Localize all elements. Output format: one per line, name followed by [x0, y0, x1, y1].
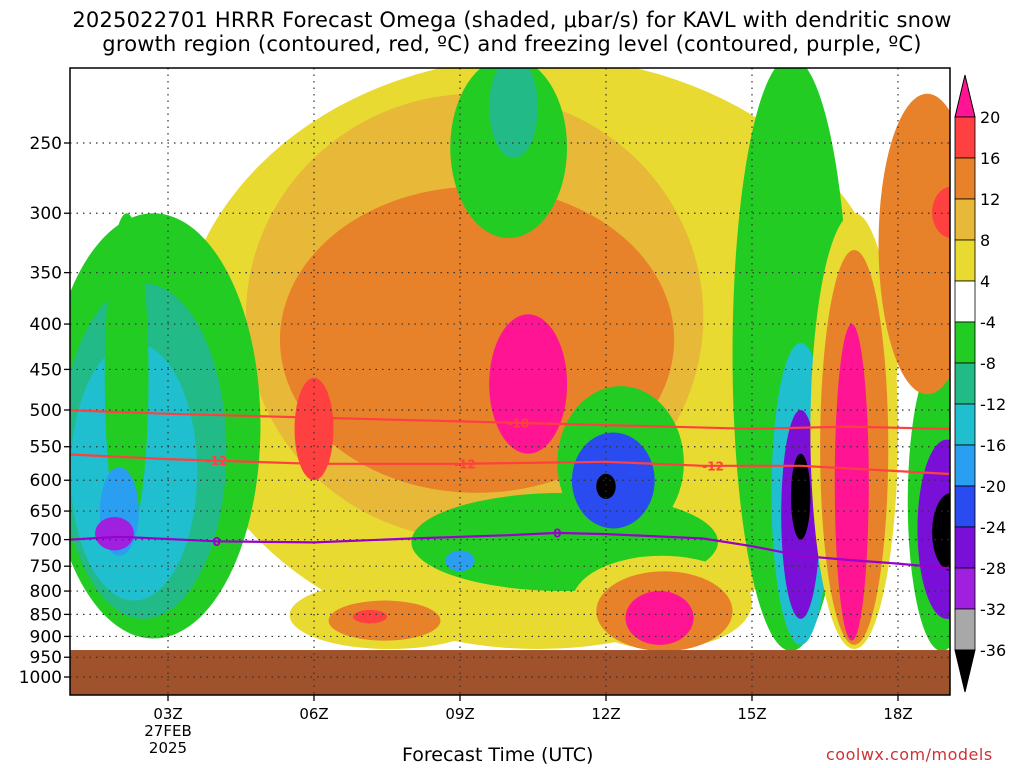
contour-line — [70, 409, 950, 431]
colorbar-label: 16 — [980, 149, 1000, 168]
colorbar-cap-top — [954, 74, 976, 118]
colorbar-label: -36 — [980, 641, 1006, 660]
y-tick-label: 300 — [30, 204, 62, 224]
contour-label: -18 — [508, 416, 530, 430]
y-tick-label: 500 — [30, 401, 62, 421]
contour-label: -12 — [206, 454, 228, 468]
y-tick-label: 800 — [30, 582, 62, 602]
ground-band — [70, 650, 950, 695]
colorbar-label: -24 — [980, 518, 1006, 537]
colorbar-label: -8 — [980, 354, 996, 373]
colorbar-band — [954, 362, 976, 405]
contour-lines: -18 -12 -12 -12 0 0 — [70, 409, 950, 570]
colorbar-band — [954, 444, 976, 487]
colorbar-band — [954, 280, 976, 323]
title-line-2: growth region (contoured, red, ºC) and f… — [102, 32, 922, 56]
colorbar-band — [954, 157, 976, 200]
omega-region — [489, 314, 568, 454]
colorbar-band — [954, 485, 976, 528]
colorbar-band — [954, 198, 976, 241]
colorbar-band — [954, 567, 976, 610]
omega-field — [70, 68, 950, 695]
omega-region — [932, 186, 950, 239]
colorbar-label: 20 — [980, 108, 1000, 127]
omega-region — [834, 324, 869, 641]
omega-region — [328, 600, 441, 641]
y-tick-label: 350 — [30, 264, 62, 284]
omega-region — [294, 377, 334, 481]
colorbar-band — [954, 608, 976, 651]
colorbar-band — [954, 239, 976, 282]
omega-region — [352, 609, 387, 624]
plot-frame — [69, 67, 951, 696]
x-tick-label: 03Z — [153, 705, 182, 723]
contour-line — [70, 453, 950, 476]
y-tick-label: 600 — [30, 471, 62, 491]
x-tick-label: 18Z — [883, 705, 912, 723]
y-tick-label: 400 — [30, 315, 62, 335]
contour-label: -12 — [702, 459, 724, 473]
colorbar-band — [954, 526, 976, 569]
x-tick-label: 12Z — [591, 705, 620, 723]
y-tick-label: 850 — [30, 605, 62, 625]
colorbar-band — [954, 116, 976, 159]
colorbar-label: 12 — [980, 190, 1000, 209]
x-date-label: 27FEB — [144, 722, 191, 740]
x-tick-label: 06Z — [299, 705, 328, 723]
contour-label: 0 — [212, 535, 220, 549]
omega-region — [95, 516, 134, 551]
y-tick-label: 950 — [30, 648, 62, 668]
contour-label: 0 — [553, 526, 561, 540]
contour-line — [70, 531, 950, 570]
omega-region — [625, 591, 694, 645]
colorbar-label: -12 — [980, 395, 1006, 414]
gridlines — [70, 68, 950, 695]
colorbar-label: -4 — [980, 313, 996, 332]
colorbar-label: 4 — [980, 272, 990, 291]
title-line-1: 2025022701 HRRR Forecast Omega (shaded, … — [72, 8, 952, 32]
y-axis: 2503003504004505005506006507007508008509… — [19, 134, 70, 688]
omega-region — [932, 492, 950, 572]
y-tick-label: 550 — [30, 438, 62, 458]
colorbar-label: -28 — [980, 559, 1006, 578]
y-tick-label: 750 — [30, 557, 62, 577]
colorbar-label: -16 — [980, 436, 1006, 455]
colorbar-label: 8 — [980, 231, 990, 250]
y-tick-label: 450 — [30, 360, 62, 380]
contour-label: -12 — [454, 457, 476, 471]
colorbar-label: -32 — [980, 600, 1006, 619]
x-tick-label: 15Z — [737, 705, 766, 723]
colorbar-label: -20 — [980, 477, 1006, 496]
x-axis-label: Forecast Time (UTC) — [402, 744, 594, 766]
x-tick-label: 09Z — [445, 705, 474, 723]
colorbar: 20 16 12 8 4 -4 -8 -12 -16 -20 -24 -28 -32 -36 — [954, 74, 1006, 693]
colorbar-band — [954, 403, 976, 446]
omega-region — [790, 453, 811, 540]
colorbar-cap-bottom — [954, 649, 976, 693]
omega-region — [445, 550, 475, 572]
y-tick-label: 900 — [30, 627, 62, 647]
omega-region — [489, 68, 538, 159]
colorbar-band — [954, 321, 976, 364]
y-tick-label: 650 — [30, 502, 62, 522]
chart-title: 2025022701 HRRR Forecast Omega (shaded, … — [0, 8, 1024, 56]
credit-link[interactable]: coolwx.com/models — [826, 745, 993, 764]
y-tick-label: 250 — [30, 134, 62, 154]
y-tick-label: 700 — [30, 531, 62, 551]
omega-region — [878, 93, 950, 395]
x-date-label: 2025 — [149, 739, 187, 757]
y-tick-label: 1000 — [19, 668, 62, 688]
